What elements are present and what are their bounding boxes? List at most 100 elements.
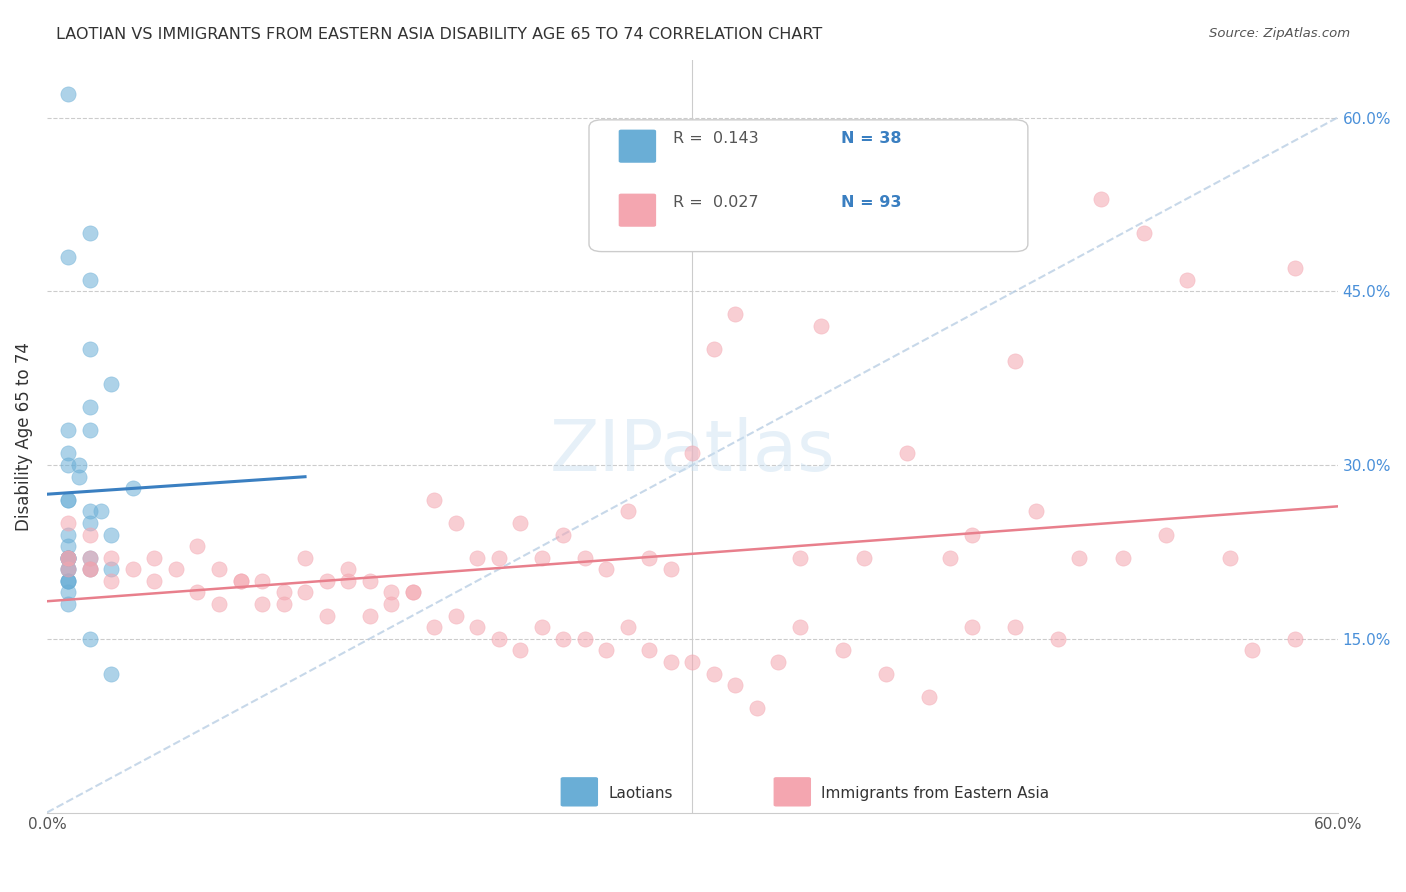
Point <box>79 273 101 287</box>
Point <box>595 562 617 576</box>
Point <box>79 562 101 576</box>
Point <box>488 632 510 646</box>
Text: Laotians: Laotians <box>609 786 673 801</box>
FancyBboxPatch shape <box>619 129 657 162</box>
Point <box>1133 227 1156 241</box>
Point <box>315 574 337 588</box>
Point <box>58 550 80 565</box>
Point <box>58 458 80 472</box>
Point <box>79 423 101 437</box>
Point <box>616 504 638 518</box>
Point <box>831 643 853 657</box>
Point <box>79 527 101 541</box>
Point <box>100 562 122 576</box>
Point <box>79 562 101 576</box>
Point <box>465 550 488 565</box>
Text: Source: ZipAtlas.com: Source: ZipAtlas.com <box>1209 27 1350 40</box>
Point <box>294 585 316 599</box>
Point <box>79 504 101 518</box>
Point <box>553 527 575 541</box>
Point <box>273 585 295 599</box>
Point <box>595 643 617 657</box>
Point <box>58 87 80 102</box>
Point <box>186 539 208 553</box>
Point <box>79 400 101 414</box>
Point <box>58 516 80 530</box>
FancyBboxPatch shape <box>773 777 811 806</box>
Point <box>273 597 295 611</box>
Point <box>122 562 145 576</box>
Point <box>444 516 467 530</box>
Point <box>79 550 101 565</box>
Point <box>703 342 725 356</box>
Point <box>229 574 252 588</box>
Point <box>810 318 832 333</box>
Point <box>58 446 80 460</box>
FancyBboxPatch shape <box>589 120 1028 252</box>
Point <box>380 597 402 611</box>
Point <box>1240 643 1263 657</box>
Point <box>143 574 166 588</box>
Point <box>58 574 80 588</box>
Point <box>553 632 575 646</box>
Text: N = 93: N = 93 <box>841 195 901 211</box>
Point <box>337 562 360 576</box>
Point <box>165 562 187 576</box>
Point <box>79 632 101 646</box>
Point <box>488 550 510 565</box>
Point <box>58 585 80 599</box>
Point <box>960 620 983 634</box>
Point <box>337 574 360 588</box>
Point <box>208 562 231 576</box>
Point <box>896 446 918 460</box>
Point <box>1111 550 1133 565</box>
Text: LAOTIAN VS IMMIGRANTS FROM EASTERN ASIA DISABILITY AGE 65 TO 74 CORRELATION CHAR: LAOTIAN VS IMMIGRANTS FROM EASTERN ASIA … <box>56 27 823 42</box>
Point <box>960 527 983 541</box>
Point <box>574 550 596 565</box>
Point <box>100 527 122 541</box>
Point <box>530 620 553 634</box>
Point <box>58 597 80 611</box>
Point <box>616 620 638 634</box>
Point <box>67 458 90 472</box>
Point <box>789 550 811 565</box>
Point <box>79 227 101 241</box>
Point <box>1046 632 1069 646</box>
Text: R =  0.143: R = 0.143 <box>673 131 758 146</box>
Point <box>638 643 661 657</box>
Point <box>574 632 596 646</box>
Point <box>1175 273 1198 287</box>
Text: N = 38: N = 38 <box>841 131 901 146</box>
Point <box>58 550 80 565</box>
Point <box>659 655 682 669</box>
Point <box>638 550 661 565</box>
Point <box>58 492 80 507</box>
Point <box>186 585 208 599</box>
FancyBboxPatch shape <box>561 777 598 806</box>
Point <box>122 481 145 495</box>
Point <box>465 620 488 634</box>
Point <box>401 585 423 599</box>
Point <box>315 608 337 623</box>
Point <box>79 342 101 356</box>
Point <box>58 539 80 553</box>
Point <box>58 527 80 541</box>
Point <box>58 492 80 507</box>
Point <box>423 492 446 507</box>
Point <box>58 550 80 565</box>
Point <box>1284 261 1306 276</box>
Point <box>90 504 112 518</box>
Point <box>58 562 80 576</box>
Point <box>509 643 531 657</box>
Point <box>58 574 80 588</box>
Point <box>58 250 80 264</box>
Point <box>530 550 553 565</box>
Point <box>359 608 381 623</box>
Point <box>58 550 80 565</box>
Point <box>768 655 790 669</box>
Point <box>745 701 768 715</box>
Point <box>100 574 122 588</box>
FancyBboxPatch shape <box>619 194 657 227</box>
Point <box>1069 550 1091 565</box>
Point <box>100 376 122 391</box>
